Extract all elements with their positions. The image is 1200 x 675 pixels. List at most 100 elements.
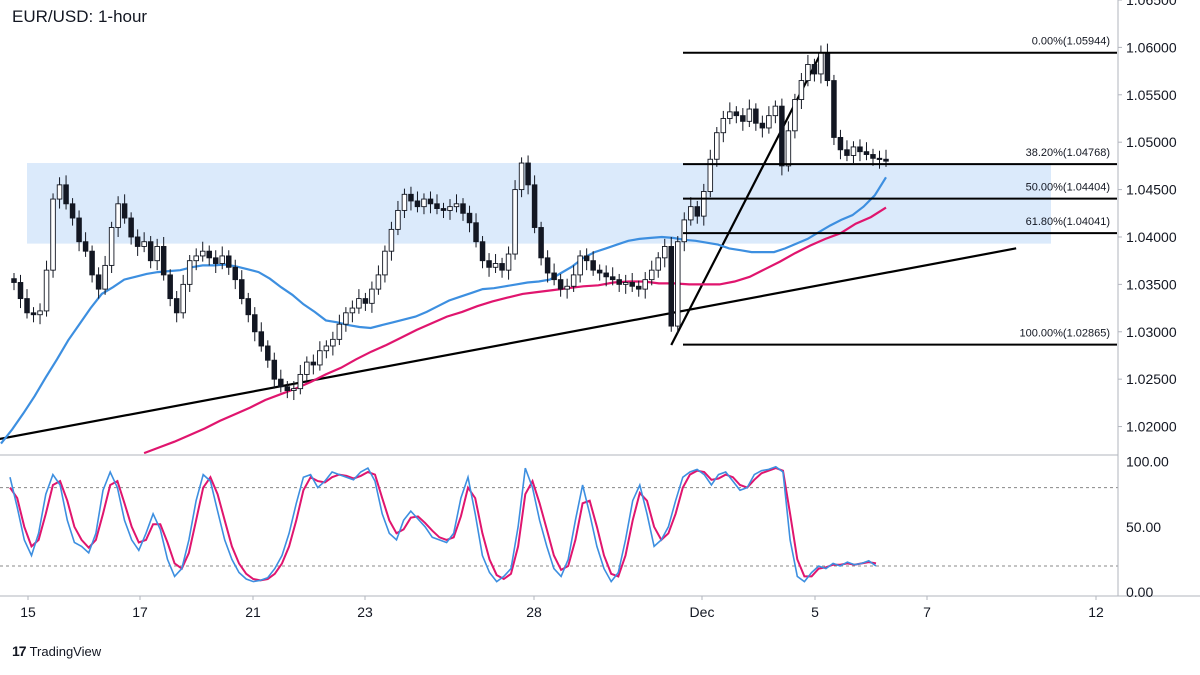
- candle: [167, 269, 173, 307]
- candle: [876, 150, 883, 169]
- candle: [37, 303, 43, 325]
- candle: [616, 273, 622, 292]
- candle: [63, 175, 69, 210]
- stoch-d-line: [9, 467, 877, 582]
- candle: [798, 72, 805, 110]
- candle: [544, 250, 551, 283]
- candle: [850, 141, 857, 164]
- candle-body: [199, 250, 206, 257]
- candle: [141, 232, 147, 253]
- candle: [284, 381, 291, 399]
- candle: [11, 273, 17, 291]
- candle-body: [531, 184, 538, 228]
- candle: [128, 212, 134, 245]
- y-tick-label: 1.06000: [1126, 39, 1177, 55]
- candle-body: [317, 350, 323, 366]
- candle-body: [648, 269, 655, 281]
- candle-body: [245, 298, 252, 316]
- candle-body: [395, 209, 401, 230]
- candle: [811, 58, 818, 82]
- candle-body: [635, 285, 642, 290]
- candle-body: [50, 198, 56, 271]
- y-tick-label: 1.03000: [1126, 324, 1177, 340]
- y-tick-label: 1.04000: [1126, 229, 1177, 245]
- candle-body: [82, 241, 89, 252]
- candle-body: [727, 111, 733, 119]
- candle-body: [147, 241, 154, 262]
- candle-body: [622, 282, 629, 285]
- fibonacci-retracement[interactable]: 0.00%(1.05944) 38.20%(1.04768) 50.00%(1.04…: [683, 36, 1117, 346]
- candle-body: [792, 99, 798, 132]
- candle-body: [577, 255, 583, 276]
- candle: [115, 196, 121, 237]
- candle-body: [258, 331, 265, 347]
- candle: [421, 193, 427, 215]
- candle-body: [167, 274, 173, 300]
- candle-body: [349, 307, 356, 314]
- candle: [369, 281, 375, 313]
- candle-body: [343, 312, 349, 325]
- candle: [525, 155, 531, 195]
- candle-body: [11, 278, 17, 283]
- candle: [349, 300, 356, 323]
- candle-body: [232, 266, 239, 281]
- x-tick-label: 5: [811, 604, 819, 620]
- stoch-tick-label: 50.00: [1126, 519, 1161, 535]
- candle-body: [798, 80, 805, 100]
- x-tick-label: 7: [923, 604, 931, 620]
- candle-body: [128, 217, 134, 238]
- candle: [479, 236, 486, 269]
- candle: [655, 252, 661, 278]
- candle-body: [629, 282, 635, 287]
- candle: [252, 307, 258, 342]
- candle: [727, 102, 733, 125]
- candle: [414, 191, 421, 213]
- candle: [206, 245, 212, 266]
- candle: [518, 157, 525, 198]
- candle-body: [304, 361, 310, 375]
- candle-body: [453, 203, 460, 208]
- candle-body: [681, 219, 688, 243]
- candle: [824, 43, 831, 87]
- candle: [199, 241, 206, 262]
- candle-body: [434, 203, 440, 209]
- y-tick-label: 1.03500: [1126, 276, 1177, 292]
- candle-body: [544, 257, 551, 274]
- candle: [297, 364, 304, 395]
- candle-body: [714, 132, 720, 160]
- candle: [362, 292, 369, 311]
- stochastic-panel[interactable]: [0, 454, 1118, 584]
- candle-body: [219, 255, 225, 264]
- tradingview-logo[interactable]: 17 TradingView: [12, 643, 101, 659]
- candle: [212, 250, 219, 273]
- candle-body: [95, 274, 102, 290]
- candle: [596, 264, 603, 281]
- candle: [258, 322, 265, 352]
- candle-body: [108, 227, 115, 266]
- candle-body: [388, 228, 395, 252]
- candle: [512, 180, 518, 260]
- candle: [837, 129, 844, 160]
- candle-body: [655, 257, 661, 271]
- candle-body: [154, 246, 160, 262]
- candle: [648, 260, 655, 286]
- candle: [609, 267, 616, 286]
- candle: [466, 205, 473, 233]
- candle-body: [805, 64, 811, 82]
- candle-body: [466, 212, 473, 224]
- ma-fast-line: [0, 176, 887, 445]
- candle-body: [642, 279, 648, 290]
- candle: [310, 354, 317, 375]
- candle-body: [17, 282, 24, 300]
- candle-body: [239, 279, 245, 300]
- candle-body: [837, 136, 844, 151]
- candle: [160, 236, 167, 281]
- candle-body: [76, 217, 82, 243]
- candle: [707, 149, 714, 198]
- x-tick-label: 12: [1088, 604, 1104, 620]
- candle-body: [564, 285, 570, 290]
- candle: [720, 110, 727, 143]
- candle: [43, 260, 50, 317]
- candle: [232, 259, 239, 290]
